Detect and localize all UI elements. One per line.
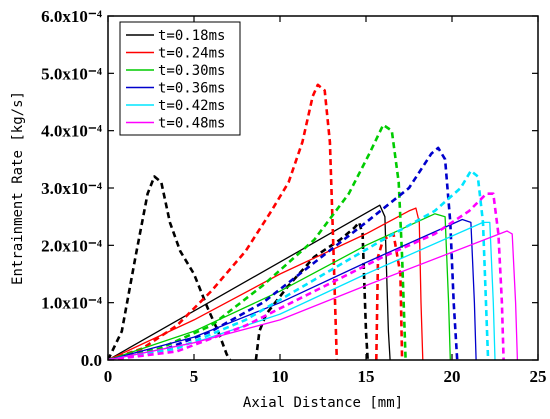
y-tick-label: 0.0 bbox=[81, 351, 102, 370]
legend-label: t=0.48ms bbox=[158, 116, 225, 132]
x-tick-label: 0 bbox=[104, 367, 113, 386]
series-dashed-line-t-0-42ms bbox=[108, 169, 490, 360]
legend-label: t=0.36ms bbox=[158, 81, 225, 97]
series-solid-line-t-0-48ms bbox=[108, 230, 519, 360]
series-dashed-line-t-0-24ms bbox=[108, 83, 339, 360]
legend-label: t=0.24ms bbox=[158, 46, 225, 62]
y-tick-label: 2.0x10⁻⁴ bbox=[41, 236, 102, 255]
y-tick-label: 6.0x10⁻⁴ bbox=[41, 7, 102, 26]
y-axis-title: Entrainment Rate [kg/s] bbox=[10, 91, 26, 285]
series-solid-line-t-0-42ms bbox=[108, 221, 496, 360]
legend-label: t=0.30ms bbox=[158, 63, 225, 79]
y-tick-label: 4.0x10⁻⁴ bbox=[41, 122, 102, 141]
x-tick-label: 25 bbox=[530, 367, 547, 386]
legend-box bbox=[119, 21, 241, 136]
series-dashed-line-t-0-48ms bbox=[108, 192, 505, 360]
legend-label: t=0.18ms bbox=[158, 28, 225, 44]
x-tick-label: 10 bbox=[272, 367, 289, 386]
series-dashed-line-t-0-18ms bbox=[108, 175, 232, 360]
series-solid-line-t-0-24ms bbox=[108, 207, 424, 360]
y-tick-label: 1.0x10⁻⁴ bbox=[41, 294, 102, 313]
x-tick-label: 5 bbox=[190, 367, 199, 386]
y-tick-label: 5.0x10⁻⁴ bbox=[41, 64, 102, 83]
y-tick-label: 3.0x10⁻⁴ bbox=[41, 179, 102, 198]
x-axis-title: Axial Distance [mm] bbox=[243, 395, 403, 411]
x-tick-label: 15 bbox=[358, 367, 375, 386]
series-solid-line-t-0-18ms bbox=[108, 204, 391, 360]
legend-label: t=0.42ms bbox=[158, 98, 225, 114]
series-dashed-line-t-0-36ms bbox=[108, 146, 459, 360]
x-tick-label: 20 bbox=[444, 367, 461, 386]
series-solid-line-t-0-36ms bbox=[108, 218, 477, 360]
